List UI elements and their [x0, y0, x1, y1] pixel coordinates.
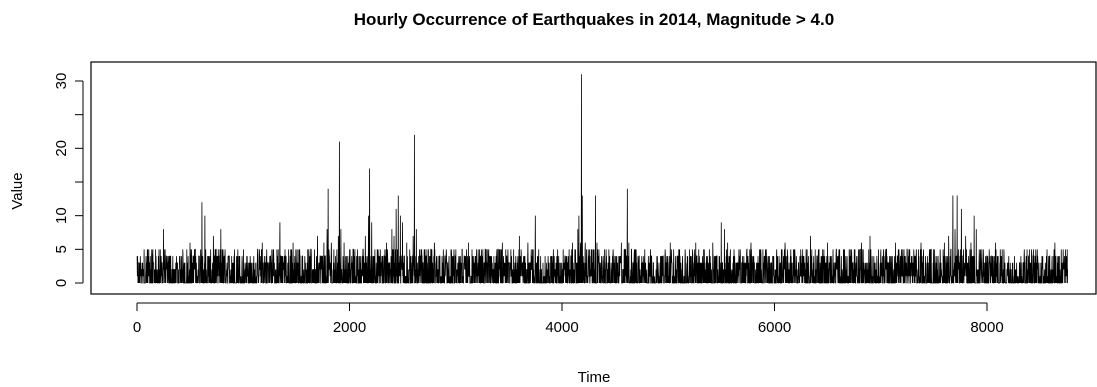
- y-tick-label: 5: [53, 245, 70, 253]
- series-layer: [136, 74, 1069, 284]
- y-tick-label: 20: [53, 140, 70, 157]
- plot-frame: [90, 61, 1097, 295]
- x-tick-label: 0: [133, 319, 141, 336]
- y-tick-label: 30: [53, 73, 70, 90]
- x-axis-label: Time: [578, 369, 611, 386]
- series-line: [136, 74, 1069, 284]
- y-tick-label: 0: [53, 279, 70, 287]
- x-tick-label: 6000: [758, 319, 791, 336]
- x-tick-label: 4000: [545, 319, 578, 336]
- x-tick-label: 8000: [970, 319, 1003, 336]
- y-tick-label: 10: [53, 207, 70, 224]
- chart-title: Hourly Occurrence of Earthquakes in 2014…: [354, 10, 834, 29]
- x-tick-label: 2000: [333, 319, 366, 336]
- y-axis: 0 5 10 20 30: [53, 73, 84, 287]
- x-axis: 0 2000 4000 6000 8000: [133, 302, 1004, 336]
- y-axis-label: Value: [9, 172, 26, 209]
